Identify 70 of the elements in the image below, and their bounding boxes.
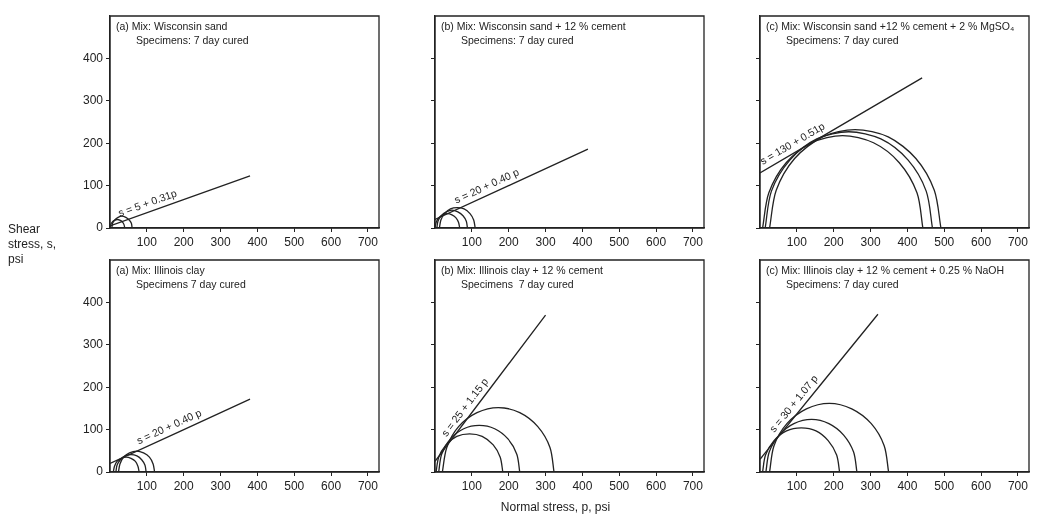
x-tick-label: 100: [461, 478, 483, 493]
x-tick-label: 100: [786, 234, 808, 249]
x-tick-label: 200: [498, 234, 520, 249]
x-tick-label: 300: [535, 234, 556, 249]
x-tick-label: 700: [682, 478, 704, 493]
annotation: Specimens: 7 day cured: [786, 34, 899, 47]
x-tick-label: 500: [934, 478, 955, 493]
x-tick-label: 100: [461, 234, 483, 249]
x-tick-label: 700: [357, 478, 379, 493]
x-tick-label: 600: [646, 478, 667, 493]
x-tick-label: 300: [210, 478, 231, 493]
x-tick-label: 400: [247, 234, 268, 249]
y-tick-label: 400: [82, 294, 104, 309]
x-tick-label: 600: [646, 234, 667, 249]
x-tick-label: 600: [971, 478, 992, 493]
x-tick-label: 100: [136, 478, 158, 493]
annotation: Specimens: 7 day cured: [786, 278, 899, 291]
x-tick-label: 600: [321, 234, 342, 249]
x-tick-label: 100: [786, 478, 808, 493]
x-tick-label: 500: [284, 234, 305, 249]
x-tick-label: 700: [682, 234, 704, 249]
y-tick-label: 300: [82, 93, 104, 108]
annotation: (a) Mix: Wisconsin sand: [116, 20, 228, 33]
annotation: s = 20 + 0.40 p: [134, 406, 204, 447]
x-tick-label: 600: [971, 234, 992, 249]
annotation: Specimens: 7 day cured: [461, 34, 574, 47]
x-tick-label: 400: [247, 478, 268, 493]
y-tick-label: 300: [82, 337, 104, 352]
annotation: Specimens: 7 day cured: [136, 34, 249, 47]
x-tick-label: 400: [897, 234, 918, 249]
y-tick-label: 100: [82, 177, 104, 192]
x-tick-label: 200: [173, 478, 195, 493]
annotation: s = 5 + 0.31p: [116, 186, 179, 219]
y-tick-label: 200: [82, 379, 104, 394]
annotation: (b) Mix: Wisconsin sand + 12 % cement: [441, 20, 626, 33]
x-tick-label: 200: [173, 234, 195, 249]
y-tick-label: 0: [96, 464, 104, 479]
annotation: (c) Mix: Illinois clay + 12 % cement + 0.25 % NaOH: [766, 264, 1005, 277]
x-axis-title: Normal stress, p, psi: [499, 500, 612, 514]
x-tick-label: 400: [572, 478, 593, 493]
x-tick-label: 500: [609, 478, 630, 493]
x-tick-label: 500: [284, 478, 305, 493]
x-tick-label: 300: [210, 234, 231, 249]
y-tick-label: 200: [82, 135, 104, 150]
x-tick-label: 300: [860, 234, 881, 249]
x-tick-label: 700: [1007, 478, 1029, 493]
annotation: (b) Mix: Illinois clay + 12 % cement: [441, 264, 604, 277]
x-tick-label: 500: [934, 234, 955, 249]
x-tick-label: 100: [136, 234, 158, 249]
x-tick-label: 500: [609, 234, 630, 249]
annotation: (c) Mix: Wisconsin sand +12 % cement + 2 % MgSO₄: [766, 20, 1015, 33]
x-tick-label: 700: [1007, 234, 1029, 249]
x-tick-label: 200: [823, 478, 845, 493]
x-tick-label: 300: [860, 478, 881, 493]
annotation: Specimens 7 day cured: [136, 278, 246, 291]
annotation: s = 130 + 0.51p: [757, 119, 827, 167]
x-tick-label: 400: [897, 478, 918, 493]
annotation: s = 20 + 0.40 p: [452, 166, 521, 206]
annotation: (a) Mix: Illinois clay: [116, 264, 206, 277]
y-tick-label: 400: [82, 50, 104, 65]
y-axis-title: Shear stress, s, psi: [8, 222, 57, 267]
x-tick-label: 200: [823, 234, 845, 249]
x-tick-label: 600: [321, 478, 342, 493]
x-tick-label: 400: [572, 234, 593, 249]
y-tick-label: 100: [82, 421, 104, 436]
x-tick-label: 700: [357, 234, 379, 249]
y-tick-label: 0: [96, 220, 104, 235]
x-tick-label: 300: [535, 478, 556, 493]
annotation: Specimens 7 day cured: [461, 278, 574, 291]
x-tick-label: 200: [498, 478, 520, 493]
